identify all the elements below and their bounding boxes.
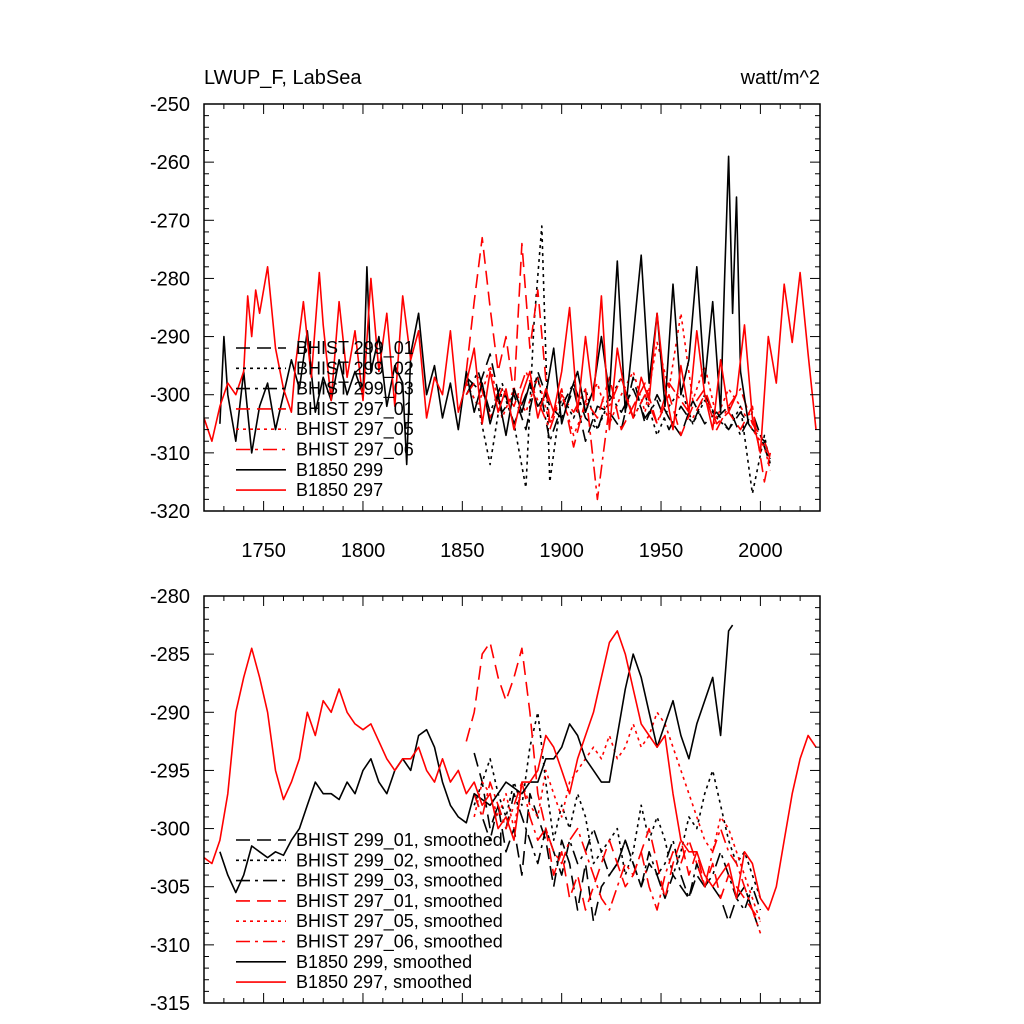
series-line-b1850-299-smoothed — [219, 624, 734, 894]
legend-label: BHIST 297_05 — [296, 419, 414, 440]
y-tick-label: -250 — [150, 94, 190, 116]
y-tick-label: -280 — [150, 268, 190, 290]
series-line-bhist-297-05-smoothed — [473, 711, 762, 922]
y-tick-label: -290 — [150, 702, 190, 724]
legend-label: B1850 297, smoothed — [296, 972, 472, 992]
series-line-bhist-297-06-smoothed — [473, 781, 762, 934]
legend-label: BHIST 299_01 — [296, 338, 414, 359]
y-tick-label: -300 — [150, 385, 190, 407]
legend-label: B1850 297 — [296, 480, 383, 500]
legend-label: B1850 299 — [296, 460, 383, 480]
x-tick-label: 1950 — [639, 540, 684, 562]
series-line-bhist-299-02-smoothed — [473, 711, 762, 899]
plot-frame — [203, 103, 821, 512]
series-line-bhist-297-01 — [465, 236, 772, 483]
bottom-plot-area: -280 -285 -290 -295 -300 -305 -310 -315 — [150, 586, 821, 1015]
y-tick-label: -310 — [150, 443, 190, 465]
series-line-b1850-297-smoothed — [204, 630, 817, 911]
y-tick-label: -280 — [150, 586, 190, 608]
top-plot-area: -250 -260 -270 -280 -290 -300 -310 -320 1750 1800… — [150, 94, 821, 562]
legend-label: BHIST 297_06, smoothed — [296, 932, 503, 953]
series-line-b1850-297 — [204, 265, 817, 454]
units-label: watt/m^2 — [740, 67, 820, 89]
y-tick-label: -285 — [150, 644, 190, 666]
y-tick-label: -305 — [150, 877, 190, 899]
series-line-bhist-299-03 — [465, 370, 772, 465]
series-line-b1850-299 — [219, 155, 750, 466]
legend-label: BHIST 297_01 — [296, 399, 414, 420]
legend-label: BHIST 299_01, smoothed — [296, 830, 503, 851]
series-line-bhist-297-05 — [465, 312, 772, 471]
series-line-bhist-299-01-smoothed — [473, 752, 762, 934]
x-tick-label: 1750 — [241, 540, 286, 562]
y-tick-label: -290 — [150, 327, 190, 349]
series-line-bhist-297-01-smoothed — [465, 641, 762, 923]
series-line-bhist-299-02 — [465, 225, 772, 495]
x-tick-label: 1850 — [440, 540, 485, 562]
y-tick-label: -260 — [150, 152, 190, 174]
top-panel: LWUP_F, LabSea watt/m^2 -250 -260 -270 -280… — [150, 67, 821, 562]
x-tick-label: 2000 — [738, 540, 783, 562]
legend-label: BHIST 299_02 — [296, 358, 414, 379]
series-line-bhist-299-01 — [465, 353, 772, 459]
x-tick-label: 1800 — [341, 540, 386, 562]
legend-label: BHIST 299_02, smoothed — [296, 850, 503, 871]
series-group — [204, 155, 817, 501]
legend-label: BHIST 299_03 — [296, 379, 414, 400]
chart-title: LWUP_F, LabSea — [204, 67, 362, 89]
legend-label: BHIST 297_06 — [296, 440, 414, 461]
bottom-panel: -280 -285 -290 -295 -300 -305 -310 -315 BHIST 2… — [150, 586, 821, 1015]
y-tick-label: -300 — [150, 819, 190, 841]
series-line-bhist-297-06 — [465, 370, 772, 501]
y-tick-label: -270 — [150, 210, 190, 232]
plot-frame — [203, 595, 821, 1004]
y-tick-label: -310 — [150, 935, 190, 957]
legend-label: B1850 299, smoothed — [296, 952, 472, 972]
series-group — [204, 624, 817, 934]
legend-label: BHIST 299_03, smoothed — [296, 871, 503, 892]
x-tick-label: 1900 — [539, 540, 584, 562]
legend-label: BHIST 297_01, smoothed — [296, 891, 503, 912]
y-tick-label: -295 — [150, 760, 190, 782]
legend-label: BHIST 297_05, smoothed — [296, 911, 503, 932]
y-tick-label: -315 — [150, 993, 190, 1015]
y-tick-label: -320 — [150, 501, 190, 523]
